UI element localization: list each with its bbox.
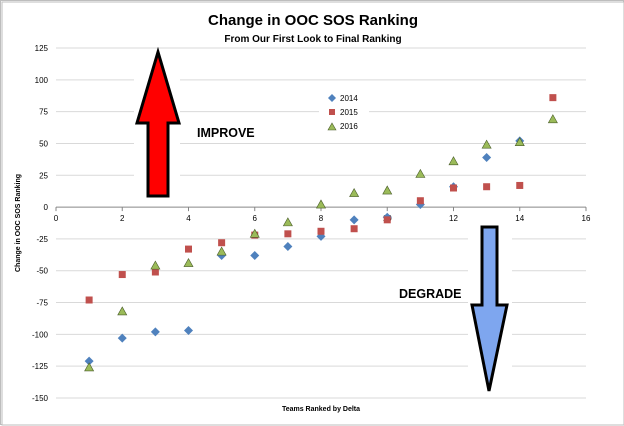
data-point-2015	[416, 197, 424, 205]
y-tick-label: 75	[39, 108, 48, 117]
x-tick-label: 0	[54, 214, 59, 223]
y-tick-label: 100	[35, 76, 49, 85]
y-tick-label: 125	[35, 44, 49, 53]
data-point-2014	[283, 242, 293, 252]
y-tick-label: -100	[32, 330, 49, 339]
data-point-2016	[183, 257, 194, 267]
data-point-2014	[150, 327, 160, 337]
data-point-2016	[150, 260, 161, 270]
legend-marker-2016	[327, 122, 337, 131]
data-point-2016	[84, 362, 95, 372]
y-tick-labels: 125 100 75 50 25 0 -25 -50 -75 -100 -125 -150	[32, 44, 49, 403]
data-point-2015	[350, 225, 358, 233]
x-tick-label: 4	[186, 214, 191, 223]
data-point-2014	[482, 152, 492, 162]
x-axis-label: Teams Ranked by Delta	[282, 406, 360, 413]
data-points	[84, 94, 558, 372]
legend: 2014 2015 2016	[319, 87, 369, 135]
data-point-2014	[117, 333, 127, 343]
x-tick-label: 16	[582, 214, 591, 223]
data-point-2015	[317, 227, 325, 235]
y-tick-label: 25	[39, 171, 48, 180]
data-point-2014	[184, 326, 193, 336]
data-point-2015	[284, 230, 292, 238]
degrade-label: DEGRADE	[399, 287, 462, 301]
x-tick-label: 2	[120, 214, 125, 223]
legend-label-2014: 2014	[340, 94, 358, 103]
data-point-2016	[216, 246, 227, 256]
data-point-2015	[185, 245, 192, 253]
data-point-2016	[382, 185, 393, 195]
data-point-2015	[516, 181, 524, 189]
legend-marker-2014	[328, 94, 336, 102]
data-point-2014	[250, 250, 260, 260]
legend-label-2016: 2016	[340, 122, 358, 131]
data-point-2015	[85, 296, 93, 304]
y-tick-label: -75	[36, 299, 48, 308]
data-point-2016	[547, 114, 558, 124]
legend-box	[319, 87, 369, 135]
data-point-2015	[549, 94, 557, 102]
degrade-arrow-icon	[470, 225, 509, 392]
data-point-2016	[282, 217, 293, 227]
data-point-2016	[315, 199, 327, 209]
x-tick-label: 14	[515, 214, 524, 223]
data-point-2016	[448, 156, 459, 166]
y-tick-label: 50	[39, 139, 48, 148]
data-point-2015	[383, 216, 391, 224]
data-point-2015	[483, 183, 491, 191]
improve-label: IMPROVE	[197, 126, 255, 140]
data-point-2016	[117, 306, 128, 316]
data-point-2016	[249, 228, 260, 238]
y-tick-label: -150	[32, 394, 49, 403]
data-point-2016	[415, 168, 426, 178]
x-tick-label: 6	[253, 214, 258, 223]
y-tick-label: -25	[36, 235, 48, 244]
y-tick-label: 0	[44, 203, 49, 212]
data-point-2016	[481, 139, 492, 149]
y-tick-label: -125	[32, 362, 49, 371]
data-point-2016	[514, 137, 525, 146]
x-tick-label: 8	[319, 214, 324, 223]
data-point-2015	[118, 271, 126, 279]
legend-marker-2015	[329, 109, 335, 115]
data-point-2014	[84, 356, 94, 366]
data-point-2016	[349, 187, 360, 197]
data-point-2015	[218, 239, 226, 247]
chart-subtitle: From Our First Look to Final Ranking	[224, 34, 401, 45]
data-point-2014	[349, 215, 359, 225]
improve-arrow-icon	[134, 46, 182, 198]
legend-label-2015: 2015	[340, 108, 358, 117]
y-axis-label: Change in OOC SOS Ranking	[15, 174, 22, 272]
y-tick-label: -50	[36, 267, 48, 276]
x-tick-label: 12	[449, 214, 458, 223]
data-point-2015	[151, 268, 159, 276]
data-point-2015	[450, 184, 457, 192]
chart-title: Change in OOC SOS Ranking	[208, 12, 418, 29]
